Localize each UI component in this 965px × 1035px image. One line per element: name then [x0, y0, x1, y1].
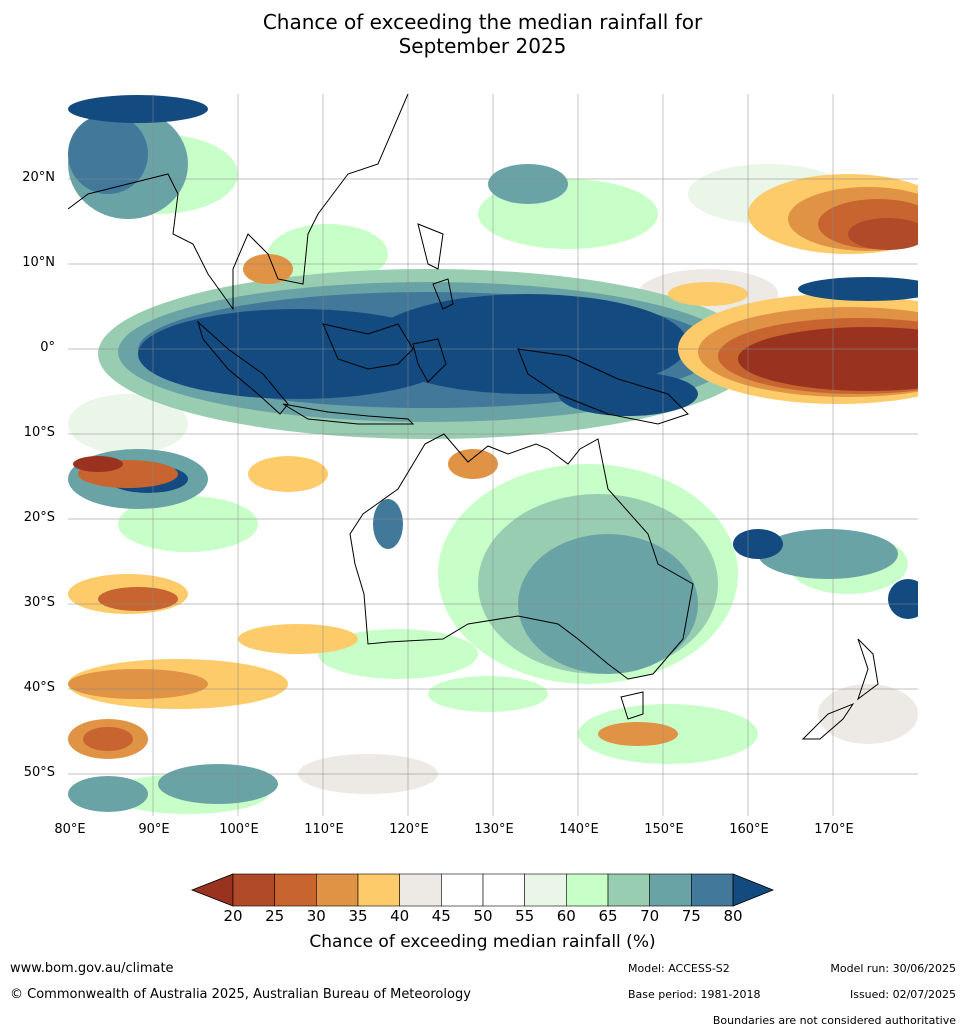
- footer-url[interactable]: www.bom.gov.au/climate: [10, 961, 174, 976]
- colorbar-cell: [441, 873, 484, 907]
- lat-label-40s: 40°S: [23, 680, 55, 695]
- lon-label-100e: 100°E: [219, 822, 259, 837]
- lon-label-160e: 160°E: [729, 822, 769, 837]
- colorbar-tick: 80: [723, 907, 743, 925]
- lat-label-50s: 50°S: [23, 765, 55, 780]
- lon-label-110e: 110°E: [304, 822, 344, 837]
- lon-label-130e: 130°E: [474, 822, 514, 837]
- colorbar-tick: 20: [223, 907, 243, 925]
- lat-label-10n: 10°N: [22, 255, 55, 270]
- title-line-1: Chance of exceeding the median rainfall …: [262, 10, 703, 34]
- colorbar-tick: 30: [306, 907, 326, 925]
- colorbar-tick: 25: [265, 907, 285, 925]
- map-canvas: [68, 94, 918, 816]
- colorbar-cell: [482, 873, 525, 907]
- rainfall-map: [68, 94, 918, 816]
- lon-label-140e: 140°E: [559, 822, 599, 837]
- colorbar-tick: 45: [431, 907, 451, 925]
- colorbar-cell: [649, 873, 692, 907]
- lat-label-20n: 20°N: [22, 170, 55, 185]
- coastlines: [68, 94, 879, 740]
- colorbar-arrow-low: [190, 873, 234, 907]
- colorbar-cell: [316, 873, 359, 907]
- lon-label-150e: 150°E: [644, 822, 684, 837]
- lat-label-10s: 10°S: [23, 425, 55, 440]
- map-title: Chance of exceeding the median rainfall …: [0, 10, 965, 58]
- title-line-2: September 2025: [398, 34, 567, 58]
- footer-copyright: © Commonwealth of Australia 2025, Austra…: [10, 987, 471, 1002]
- footer-disclaimer: Boundaries are not considered authoritat…: [712, 1014, 956, 1027]
- colorbar-cell: [607, 873, 650, 907]
- colorbar-cell: [566, 873, 609, 907]
- colorbar-tick: 50: [473, 907, 493, 925]
- colorbar-tick: 55: [515, 907, 535, 925]
- lon-label-80e: 80°E: [54, 822, 86, 837]
- pacific-dry-region: [668, 174, 918, 404]
- colorbar-tick: 35: [348, 907, 368, 925]
- colorbar: [190, 873, 775, 907]
- footer-issued: Issued: 02/07/2025: [849, 988, 956, 1001]
- colorbar-cell: [691, 873, 734, 907]
- map-gridlines: [68, 94, 918, 816]
- colorbar-cell: [399, 873, 442, 907]
- footer-model: Model: ACCESS-S2: [628, 962, 730, 975]
- colorbar-cell: [357, 873, 400, 907]
- footer-model-run: Model run: 30/06/2025: [830, 962, 956, 975]
- colorbar-cell: [232, 873, 275, 907]
- colorbar-tick: 40: [390, 907, 410, 925]
- equatorial-wet-band: [98, 164, 758, 439]
- lat-label-30s: 30°S: [23, 595, 55, 610]
- colorbar-tick: 60: [556, 907, 576, 925]
- colorbar-cell: [524, 873, 567, 907]
- lon-label-90e: 90°E: [138, 822, 170, 837]
- colorbar-tick: 65: [598, 907, 618, 925]
- lon-label-170e: 170°E: [814, 822, 854, 837]
- colorbar-tick: 75: [681, 907, 701, 925]
- lat-label-0: 0°: [40, 340, 55, 355]
- colorbar-arrow-high: [732, 873, 775, 907]
- colorbar-cell: [274, 873, 317, 907]
- lon-label-120e: 120°E: [389, 822, 429, 837]
- lat-label-20s: 20°S: [23, 510, 55, 525]
- footer-base-period: Base period: 1981-2018: [628, 988, 761, 1001]
- colorbar-cells: [190, 873, 775, 907]
- colorbar-tick: 70: [640, 907, 660, 925]
- colorbar-label: Chance of exceeding median rainfall (%): [309, 932, 656, 952]
